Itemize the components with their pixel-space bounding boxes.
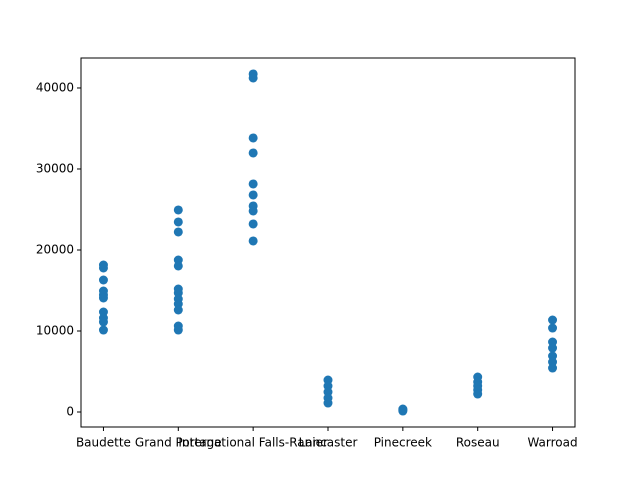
point — [173, 227, 183, 237]
point — [248, 236, 258, 246]
point — [548, 343, 558, 353]
y-tick-label: 40000 — [36, 80, 74, 94]
point — [173, 305, 183, 315]
x-tick-label: Grand Portage — [135, 436, 222, 450]
x-tick-label: Pinecreek — [374, 436, 432, 450]
x-tick-label: Roseau — [456, 436, 500, 450]
point — [323, 398, 333, 408]
point — [173, 325, 183, 335]
y-tick-label: 10000 — [36, 324, 74, 338]
y-tick-label: 30000 — [36, 161, 74, 175]
point — [98, 317, 108, 327]
point — [248, 206, 258, 216]
y-tick-label: 20000 — [36, 242, 74, 256]
point — [98, 293, 108, 303]
point — [473, 389, 483, 399]
point — [248, 190, 258, 200]
point — [548, 315, 558, 325]
x-tick-label: Warroad — [527, 436, 577, 450]
point — [248, 219, 258, 229]
point — [98, 275, 108, 285]
point — [98, 325, 108, 335]
point — [548, 363, 558, 373]
plot-frame — [80, 57, 576, 428]
point — [248, 133, 258, 143]
point — [173, 261, 183, 271]
point — [173, 205, 183, 215]
x-tick-label: Lancaster — [299, 436, 358, 450]
point — [248, 179, 258, 189]
point — [98, 263, 108, 273]
point — [248, 148, 258, 158]
x-tick-label: Baudette — [76, 436, 131, 450]
y-tick-label: 0 — [66, 405, 74, 419]
point — [548, 323, 558, 333]
x-tick-label: International Falls-Ranier — [178, 436, 328, 450]
point — [398, 406, 408, 416]
point — [173, 217, 183, 227]
point — [248, 73, 258, 83]
